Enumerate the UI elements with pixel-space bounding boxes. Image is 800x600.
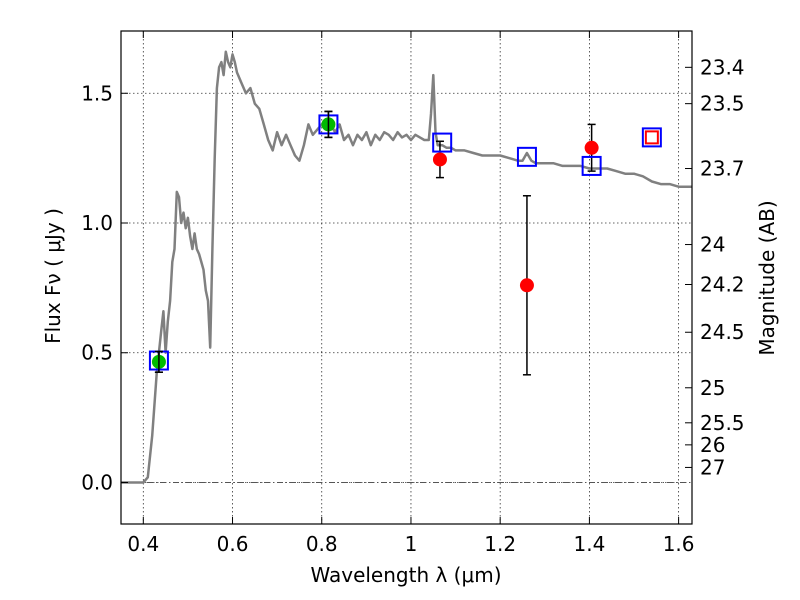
y-axis-ticks: 0.0 0.5 1.0 1.5 xyxy=(81,81,128,494)
red-point-marker-1 xyxy=(519,278,534,293)
blue-square-marker-5 xyxy=(641,127,662,148)
y2-tick-label-4: 24.2 xyxy=(700,273,745,297)
x-tick-label-0: 0.4 xyxy=(127,532,159,556)
y2-tick-label-9: 27 xyxy=(700,455,725,479)
red-point-marker-2 xyxy=(584,140,599,155)
blue-square-marker-4 xyxy=(581,155,602,176)
plot-frame xyxy=(120,30,693,525)
model-spectrum xyxy=(121,50,692,484)
red-point-marker-0 xyxy=(432,152,447,167)
y2-tick-label-6: 25 xyxy=(700,376,725,400)
photometry-points xyxy=(148,110,662,376)
plot-border xyxy=(120,30,693,525)
x-tick-label-4: 1.2 xyxy=(484,532,516,556)
x-tick-label-6: 1.6 xyxy=(663,532,695,556)
y2-tick-label-2: 23.7 xyxy=(700,157,745,181)
y2-tick-label-3: 24 xyxy=(700,233,725,257)
y-tick-label-3: 1.5 xyxy=(81,81,113,105)
y-tick-label-1: 0.5 xyxy=(81,341,113,365)
x-tick-label-2: 0.8 xyxy=(306,532,338,556)
x-axis-ticks: 0.4 0.6 0.8 1 1.2 1.4 1.6 xyxy=(127,31,695,556)
blue-square-marker-3 xyxy=(516,146,537,167)
x-tick-label-1: 0.6 xyxy=(217,532,249,556)
y2-tick-label-7: 25.5 xyxy=(700,411,745,435)
blue-square-marker-2 xyxy=(432,132,453,153)
model-spectrum-line xyxy=(121,50,692,484)
red-square-marker-0 xyxy=(644,130,659,145)
y2-tick-label-8: 26 xyxy=(700,433,725,457)
y2-tick-label-0: 23.4 xyxy=(700,55,745,79)
grid xyxy=(121,31,692,524)
y-tick-label-0: 0.0 xyxy=(81,470,113,494)
x-axis-label: Wavelength λ (μm) xyxy=(310,563,501,587)
y2-axis-label: Magnitude (AB) xyxy=(755,200,779,355)
y2-tick-label-5: 24.5 xyxy=(700,320,745,344)
y-axis-label: Flux Fν ( μJy ) xyxy=(41,208,65,344)
x-tick-label-5: 1.4 xyxy=(573,532,605,556)
x-tick-label-3: 1 xyxy=(405,532,418,556)
y-tick-label-2: 1.0 xyxy=(81,211,113,235)
y2-tick-label-1: 23.5 xyxy=(700,92,745,116)
